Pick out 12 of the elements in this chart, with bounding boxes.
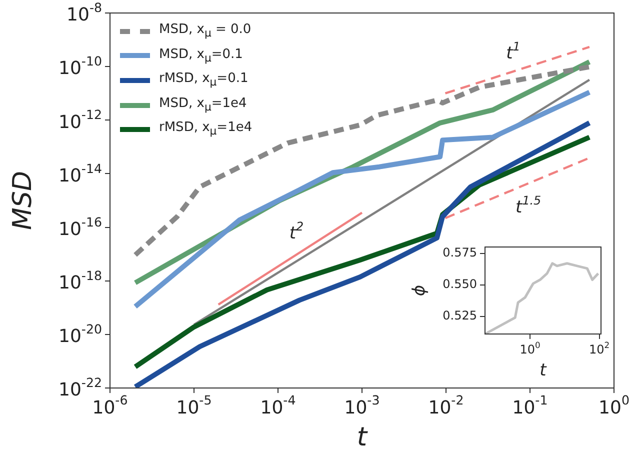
y-tick-label: 0.525	[442, 308, 478, 322]
legend-label: MSD, x$_{μ}$=1e4	[159, 94, 247, 116]
y-tick-label: 0.550	[442, 276, 478, 291]
y-axis-title: ϕ	[409, 284, 430, 296]
y-axis-title: MSD	[8, 171, 38, 230]
legend-label: MSD, x$_{μ}$=0.1	[159, 46, 243, 66]
y-tick-label: 0.575	[442, 245, 478, 260]
legend-label: rMSD, x$_{μ}$=0.1	[159, 70, 248, 91]
x-axis-title: t	[540, 360, 548, 380]
x-axis-title: t	[356, 422, 368, 453]
legend-label: rMSD, x$_{μ}$=1e4	[159, 119, 252, 140]
legend-label: MSD, x$_{μ}$ = 0.0	[159, 21, 252, 42]
